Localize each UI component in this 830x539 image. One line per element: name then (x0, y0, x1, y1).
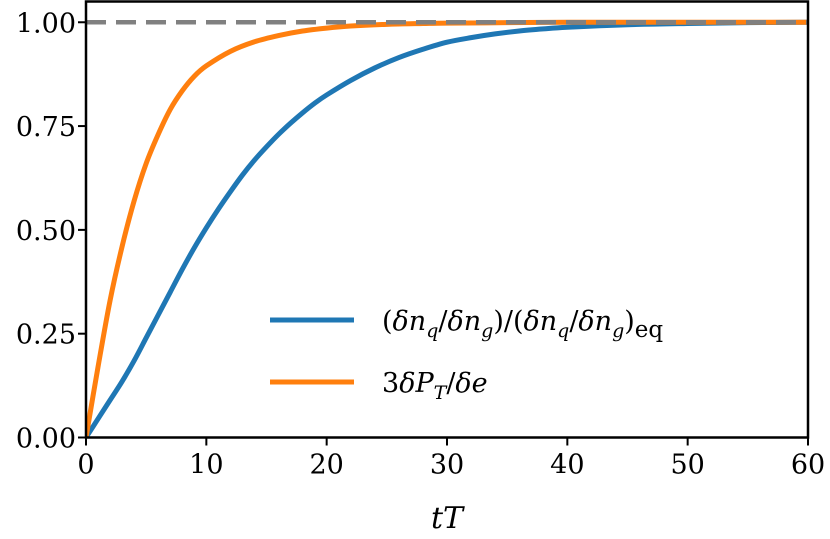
ticks: 0 10 20 30 40 50 60 0.00 0.25 0.50 0.75 1.00 (16, 8, 825, 480)
x-tick-label: 50 (670, 450, 704, 481)
legend-label-blue: (δnq/δng)/(δnq/δng)eq (382, 306, 663, 343)
plot-area (86, 19, 808, 438)
x-tick-label: 20 (309, 450, 343, 481)
x-tick-label: 40 (550, 450, 584, 481)
x-tick-label: 10 (189, 450, 223, 481)
series-line-blue (86, 19, 808, 438)
x-tick-label: 30 (430, 450, 464, 481)
y-tick-label: 0.50 (16, 216, 76, 247)
y-tick-label: 0.25 (16, 320, 76, 351)
x-tick-label: 60 (791, 450, 825, 481)
y-tick-label: 0.00 (16, 424, 76, 455)
x-axis-label: tT (431, 501, 465, 536)
y-tick-label: 0.75 (16, 112, 76, 143)
x-tick-label: 0 (77, 450, 94, 481)
legend-label-orange: 3δPT/δe (382, 368, 488, 404)
legend: (δnq/δng)/(δnq/δng)eq 3δPT/δe (270, 306, 663, 404)
y-tick-label: 1.00 (16, 8, 76, 39)
axes-frame (84, 0, 810, 439)
